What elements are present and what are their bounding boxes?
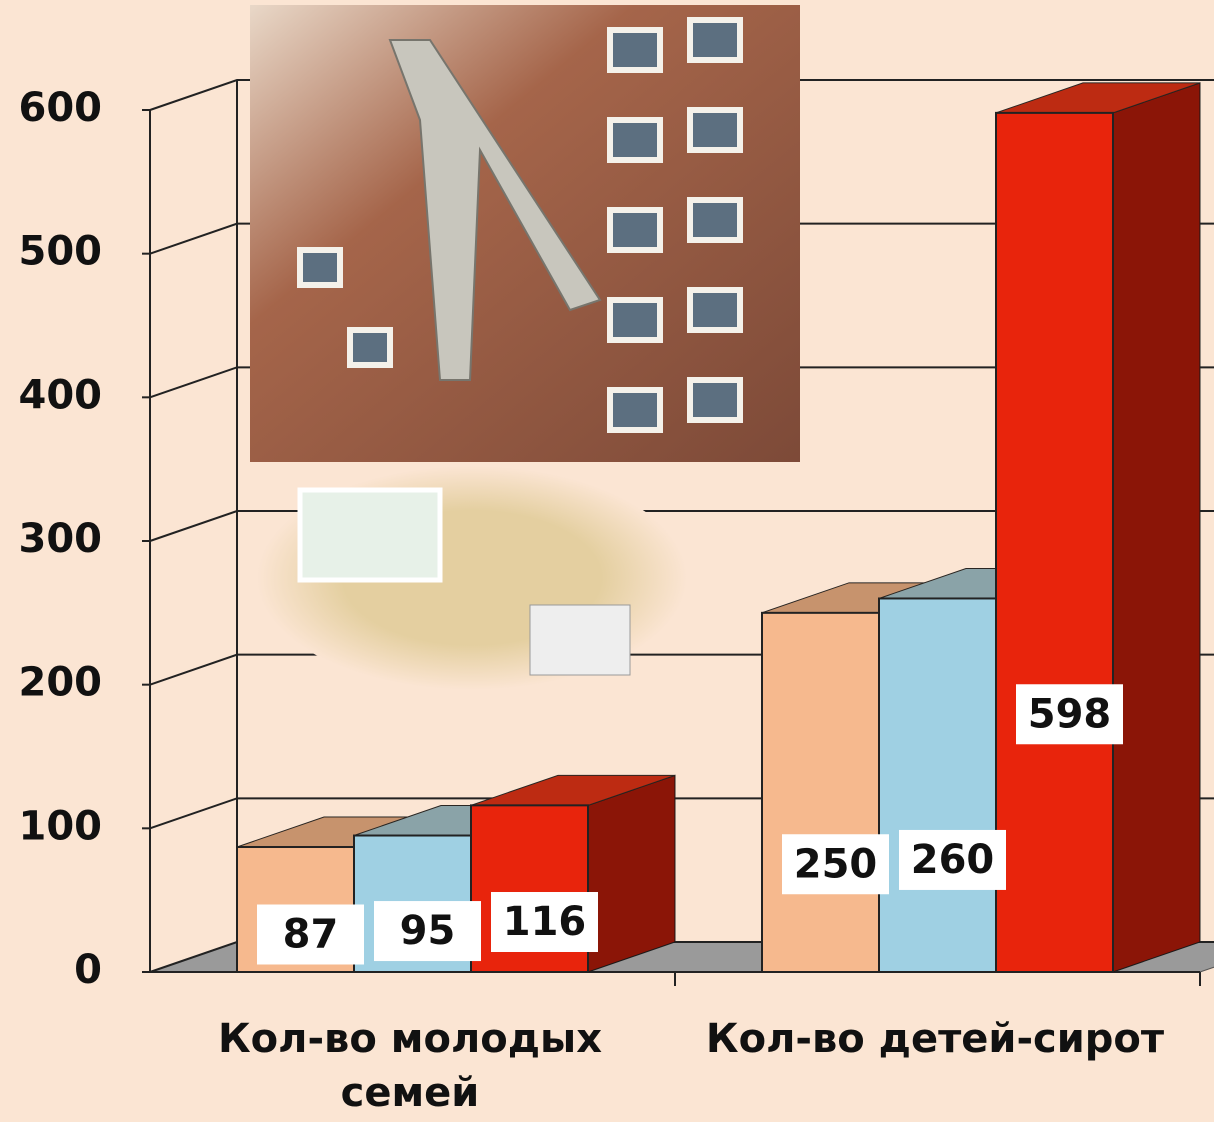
kitchen-window [297,487,443,583]
y-tick-label: 500 [19,229,103,275]
labels: 0 100 200 300 400 500 600 87 95 116 250 260 598 [19,85,1123,993]
bar-side-shade [588,775,675,972]
x-tick-label: Кол-во молодых семей [217,1016,603,1116]
y-tick-label: 0 [74,947,102,993]
value-label: 598 [1028,691,1112,737]
value-label: 250 [794,841,878,887]
x-tick-label: Кол-во детей-сирот [705,1016,1165,1062]
bar-top-shade [996,82,1200,113]
grid-line [149,79,1214,111]
bar [761,611,880,973]
value-label: 95 [400,908,456,954]
keys [388,39,602,381]
grid-line [149,510,1214,542]
windows [297,17,743,433]
value-label-box [782,834,889,895]
value-label: 87 [283,912,339,958]
y-tick-label: 400 [19,372,103,418]
stove [529,604,631,676]
value-label-box [899,829,1006,890]
y-tick-label: 300 [19,516,103,562]
photos [250,5,800,690]
bar [878,597,997,973]
value-label: 260 [911,837,995,883]
grid-line [149,222,1214,255]
value-label-box [1016,684,1123,745]
value-label-box [491,892,598,953]
y-tick-label: 100 [19,803,103,849]
value-label: 116 [503,899,587,945]
y-tick-label: 200 [19,660,103,706]
grid-line [149,366,1214,399]
value-label-box [257,904,364,965]
bar [995,111,1114,973]
bar-side-shade [1113,82,1200,972]
value-label-box [374,901,481,962]
bar-top-shade [471,775,675,806]
y-tick-label: 600 [19,85,103,131]
